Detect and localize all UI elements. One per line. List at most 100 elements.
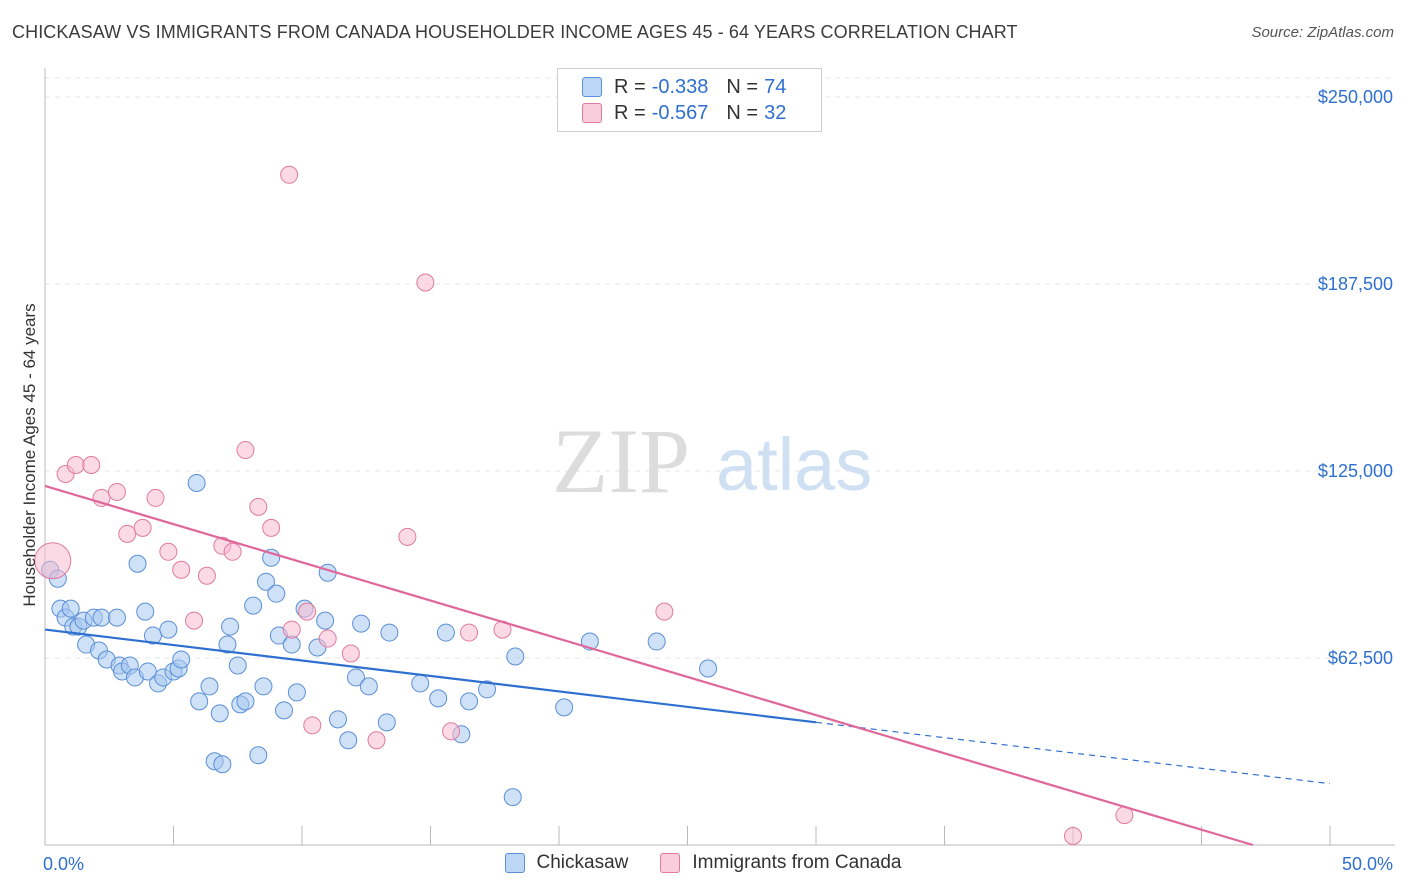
chickasaw-point-46 — [275, 701, 294, 720]
immigrants-point-2 — [66, 456, 85, 475]
immigrants-point-11 — [185, 611, 204, 630]
chickasaw-point-59 — [377, 713, 396, 732]
chickasaw-point-40 — [249, 746, 268, 765]
chickasaw-trend-line — [44, 628, 817, 724]
legend-label-immigrants: Immigrants from Canada — [692, 852, 902, 873]
r-value: -0.338 — [651, 75, 709, 98]
legend-label-chickasaw: Chickasaw — [536, 852, 629, 873]
chickasaw-point-55 — [346, 668, 365, 687]
chickasaw-point-39 — [244, 596, 263, 615]
immigrants-point-10 — [172, 560, 191, 579]
stats-legend: R = -0.338 N = 74 R = -0.567 N = 32 — [557, 68, 822, 132]
immigrants-point-6 — [118, 524, 137, 543]
legend-item-chickasaw[interactable]: Chickasaw — [504, 852, 629, 874]
chickasaw-point-11 — [92, 608, 111, 627]
chickasaw-point-35 — [221, 617, 240, 636]
chickasaw-point-62 — [436, 623, 455, 642]
trend-lines — [44, 484, 1331, 847]
chickasaw-point-64 — [460, 692, 479, 711]
chickasaw-point-48 — [287, 683, 306, 702]
immigrants-point-3 — [82, 456, 101, 475]
immigrants-trend-line — [44, 484, 1254, 847]
chickasaw-point-30 — [200, 677, 219, 696]
immigrants-point-18 — [280, 165, 299, 184]
chickasaw-point-54 — [339, 731, 358, 750]
x-tick-label-0: 0.0% — [43, 854, 84, 874]
chickasaw-point-28 — [187, 473, 206, 492]
immigrants-point-5 — [107, 482, 126, 501]
chickasaw-point-71 — [699, 659, 718, 678]
chickasaw-point-21 — [143, 626, 162, 645]
immigrants-point-27 — [442, 722, 461, 741]
immigrants-point-25 — [398, 527, 417, 546]
stats-row-chickasaw: R = -0.338 N = 74 — [582, 75, 786, 99]
chickasaw-point-4 — [61, 599, 80, 618]
immigrants-point-0 — [34, 542, 72, 580]
n-value: 74 — [764, 75, 787, 98]
swatch-immigrants — [582, 103, 602, 123]
legend-swatch-immigrants — [660, 853, 681, 873]
watermark-atlas: atlas — [716, 423, 872, 506]
immigrants-point-23 — [341, 644, 360, 663]
chickasaw-point-47 — [282, 635, 301, 654]
immigrants-point-7 — [133, 518, 152, 537]
immigrants-point-24 — [367, 731, 386, 750]
immigrants-point-19 — [282, 620, 301, 639]
chickasaw-point-57 — [359, 677, 378, 696]
immigrants-point-26 — [416, 273, 435, 292]
x-tick-label-1: 50.0% — [1342, 854, 1393, 874]
chickasaw-point-19 — [136, 602, 155, 621]
immigrants-point-20 — [298, 602, 317, 621]
y-tick-label-3: $250,000 — [1318, 87, 1393, 107]
chickasaw-point-44 — [267, 584, 286, 603]
chart-title: CHICKASAW VS IMMIGRANTS FROM CANADA HOUS… — [12, 22, 1018, 42]
axes — [44, 68, 1395, 846]
chickasaw-point-32 — [210, 704, 229, 723]
immigrants-point-31 — [1064, 827, 1082, 846]
chickasaw-trend-extension — [815, 721, 1331, 785]
immigrants-point-15 — [236, 441, 255, 460]
immigrants-point-12 — [197, 566, 216, 585]
chickasaw-point-18 — [128, 554, 147, 573]
chickasaw-point-42 — [257, 572, 276, 591]
r-label: R = — [614, 75, 646, 98]
immigrants-point-22 — [318, 629, 337, 648]
legend-swatch-chickasaw — [504, 853, 525, 873]
immigrants-point-17 — [262, 518, 281, 537]
immigrants-point-30 — [655, 602, 674, 621]
chickasaw-point-65 — [478, 680, 497, 699]
watermark-zip: ZIP — [552, 410, 690, 512]
chickasaw-point-13 — [107, 608, 126, 627]
immigrants-point-28 — [460, 623, 479, 642]
n-label: N = — [726, 101, 759, 124]
chickasaw-point-41 — [254, 677, 273, 696]
series-legend: Chickasaw Immigrants from Canada — [0, 852, 1406, 874]
chickasaw-point-60 — [411, 674, 430, 693]
swatch-chickasaw — [582, 77, 602, 97]
y-tick-label-2: $187,500 — [1318, 274, 1393, 294]
source-label: Source: ZipAtlas.com — [1251, 24, 1394, 41]
gridlines — [45, 77, 1395, 659]
chickasaw-point-61 — [429, 689, 448, 708]
chickasaw-point-29 — [190, 692, 209, 711]
chickasaw-point-58 — [380, 623, 399, 642]
legend-item-immigrants[interactable]: Immigrants from Canada — [660, 852, 901, 874]
stats-row-immigrants: R = -0.567 N = 32 — [582, 101, 786, 125]
immigrants-point-8 — [146, 488, 165, 507]
chickasaw-point-34 — [218, 635, 237, 654]
y-tick-label-0: $62,500 — [1328, 648, 1393, 668]
chickasaw-point-70 — [647, 632, 666, 651]
r-value: -0.567 — [651, 101, 709, 124]
y-axis-label: Householder Income Ages 45 - 64 years — [20, 303, 39, 606]
immigrants-point-16 — [249, 497, 268, 516]
immigrants-point-9 — [159, 542, 178, 561]
chickasaw-point-36 — [228, 656, 247, 675]
chickasaw-point-38 — [236, 692, 255, 711]
n-value: 32 — [764, 101, 787, 124]
chickasaw-point-51 — [316, 611, 335, 630]
y-tick-label-1: $125,000 — [1318, 461, 1393, 481]
immigrants-point-21 — [303, 716, 322, 735]
chickasaw-point-67 — [506, 647, 525, 666]
chickasaw-point-56 — [352, 614, 371, 633]
